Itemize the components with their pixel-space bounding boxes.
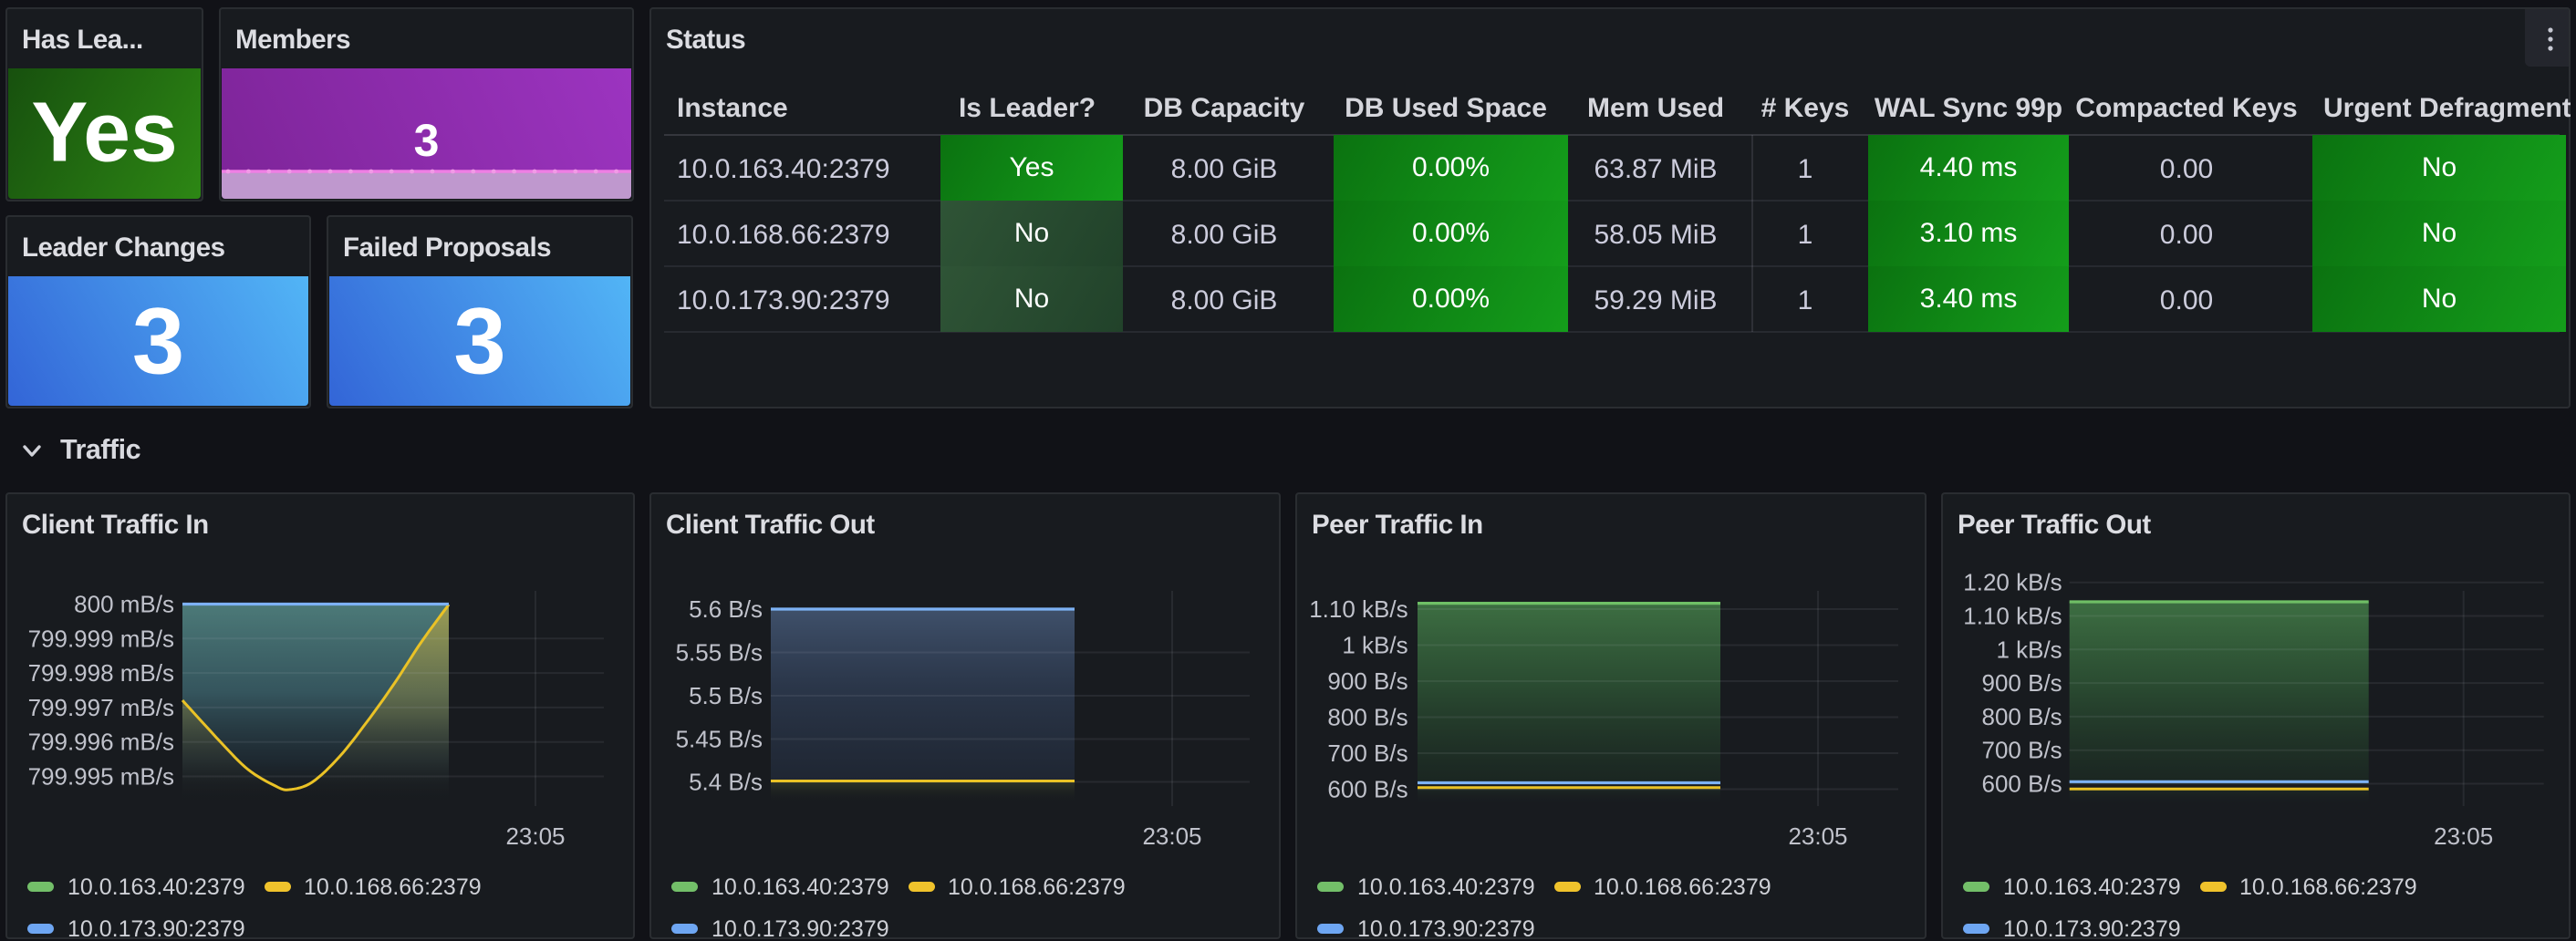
svg-text:800 B/s: 800 B/s [1982, 703, 2062, 730]
svg-text:799.996 mB/s: 799.996 mB/s [28, 729, 174, 756]
svg-text:23:05: 23:05 [505, 822, 565, 850]
svg-text:1.10 kB/s: 1.10 kB/s [1309, 595, 1407, 623]
svg-text:1.10 kB/s: 1.10 kB/s [1963, 603, 2062, 630]
svg-text:1.20 kB/s: 1.20 kB/s [1963, 569, 2062, 596]
svg-text:10.0.163.40:2379: 10.0.163.40:2379 [68, 874, 245, 900]
svg-text:799.995 mB/s: 799.995 mB/s [28, 763, 174, 791]
svg-text:900 B/s: 900 B/s [1327, 667, 1407, 695]
svg-text:5.4 B/s: 5.4 B/s [689, 769, 763, 796]
svg-text:10.0.163.40:2379: 10.0.163.40:2379 [1357, 874, 1535, 900]
svg-text:600 B/s: 600 B/s [1982, 770, 2062, 798]
svg-text:5.5 B/s: 5.5 B/s [689, 682, 763, 709]
svg-text:10.0.173.90:2379: 10.0.173.90:2379 [68, 916, 245, 937]
svg-text:1 kB/s: 1 kB/s [1996, 636, 2062, 663]
svg-text:23:05: 23:05 [2434, 822, 2493, 850]
svg-text:600 B/s: 600 B/s [1327, 776, 1407, 803]
svg-text:10.0.168.66:2379: 10.0.168.66:2379 [304, 874, 482, 900]
svg-text:5.55 B/s: 5.55 B/s [676, 639, 763, 667]
svg-text:800 B/s: 800 B/s [1327, 704, 1407, 731]
svg-text:10.0.173.90:2379: 10.0.173.90:2379 [1357, 916, 1535, 937]
svg-text:10.0.173.90:2379: 10.0.173.90:2379 [712, 916, 889, 937]
svg-text:10.0.168.66:2379: 10.0.168.66:2379 [2239, 874, 2417, 900]
svg-text:5.45 B/s: 5.45 B/s [676, 726, 763, 753]
svg-text:23:05: 23:05 [1142, 822, 1201, 850]
svg-text:5.6 B/s: 5.6 B/s [689, 595, 763, 623]
svg-text:799.997 mB/s: 799.997 mB/s [28, 694, 174, 721]
svg-text:800 mB/s: 800 mB/s [74, 591, 174, 618]
svg-text:10.0.168.66:2379: 10.0.168.66:2379 [948, 874, 1126, 900]
svg-text:700 B/s: 700 B/s [1327, 739, 1407, 767]
svg-text:700 B/s: 700 B/s [1982, 737, 2062, 764]
svg-text:900 B/s: 900 B/s [1982, 669, 2062, 697]
svg-text:1 kB/s: 1 kB/s [1342, 632, 1407, 659]
svg-text:10.0.173.90:2379: 10.0.173.90:2379 [2003, 916, 2181, 937]
svg-text:10.0.163.40:2379: 10.0.163.40:2379 [712, 874, 889, 900]
svg-text:799.998 mB/s: 799.998 mB/s [28, 659, 174, 687]
svg-text:799.999 mB/s: 799.999 mB/s [28, 625, 174, 652]
svg-text:23:05: 23:05 [1788, 822, 1847, 850]
svg-text:10.0.168.66:2379: 10.0.168.66:2379 [1594, 874, 1771, 900]
svg-text:10.0.163.40:2379: 10.0.163.40:2379 [2003, 874, 2181, 900]
